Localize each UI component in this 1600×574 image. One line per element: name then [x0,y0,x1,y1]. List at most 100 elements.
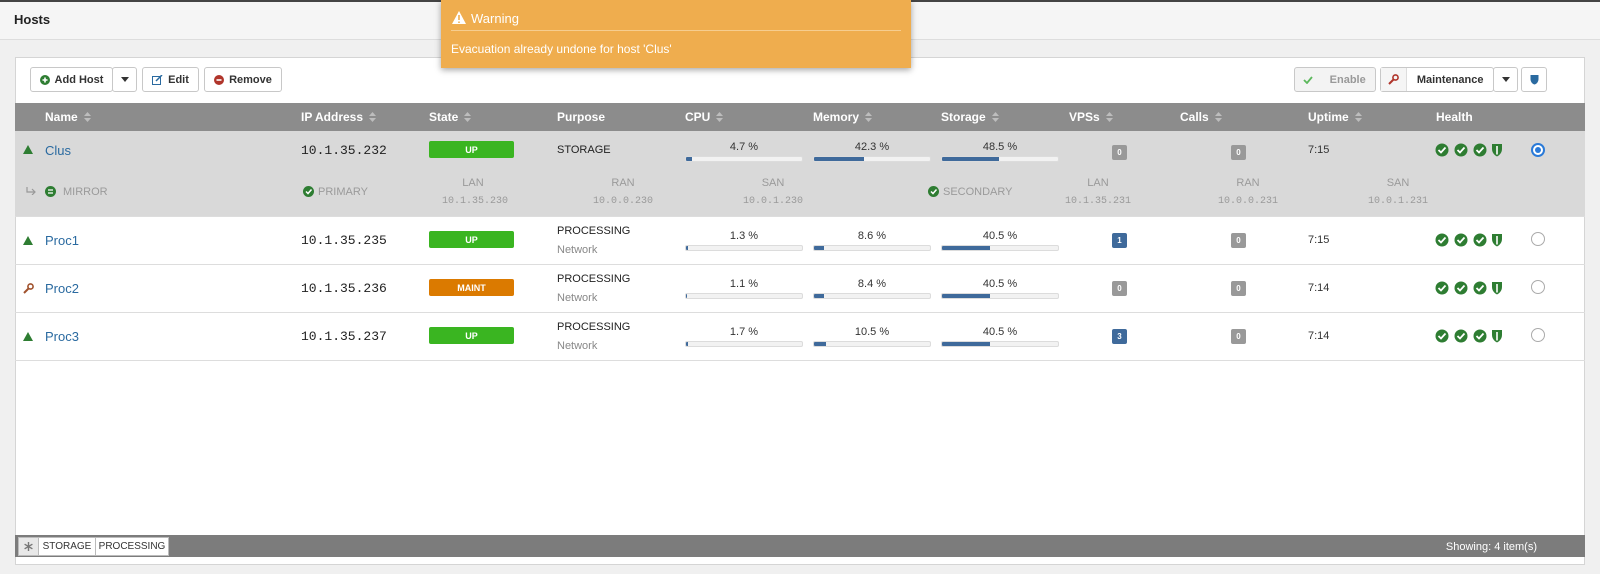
health-status [1435,143,1502,157]
table-row[interactable]: Proc2 10.1.35.236 MAINT PROCESSING Network 1.… [15,265,1585,313]
edit-button[interactable]: Edit [142,67,199,92]
table-row[interactable]: Proc3 10.1.35.237 UP PROCESSING Network 1.7 %… [15,313,1585,361]
column-title: Health [1436,110,1473,124]
storage-fill [942,294,990,298]
column-title: Calls [1180,110,1209,124]
storage-bar [941,156,1059,162]
memory-bar [813,341,931,347]
mirror-row: MIRROR PRIMARY LAN 10.1.35.230 RAN 10.0.… [15,168,1585,217]
state-badge: UP [429,327,514,344]
column-title: Purpose [557,110,606,124]
wrench-icon [1388,74,1400,85]
state-badge: UP [429,231,514,248]
storage-fill [942,246,990,250]
remove-label: Remove [229,73,272,86]
filter-all[interactable] [18,537,39,556]
up-icon [23,145,33,154]
host-name[interactable]: Proc2 [45,281,79,296]
host-name[interactable]: Proc1 [45,233,79,248]
toast-title: Warning [471,11,519,26]
return-icon [26,187,36,195]
ip-address: 10.1.35.236 [301,281,387,296]
column-header[interactable]: Uptime [1308,110,1362,124]
purpose: PROCESSING [557,321,631,333]
health-icons [1435,233,1503,250]
purpose: PROCESSING [557,273,631,285]
sort-icon [1354,112,1362,122]
filter-button[interactable]: PROCESSING [95,537,169,556]
ip-address: 10.1.35.237 [301,329,387,344]
column-title: Memory [813,110,860,124]
cpu-fill [686,246,688,250]
calls-count: 0 [1231,145,1246,160]
column-header: Health [1436,110,1473,124]
row-radio[interactable] [1531,143,1545,157]
minus-icon [214,74,225,85]
maintenance-icon [23,283,34,294]
vps-count: 0 [1112,145,1127,160]
cpu-label: 1.3 % [729,230,759,242]
primary-label: PRIMARY [318,186,368,198]
column-title: CPU [685,110,711,124]
host-name[interactable]: Proc3 [45,329,79,344]
cpu-label: 1.7 % [729,326,759,338]
sort-icon [865,112,873,122]
column-header[interactable]: State [429,110,472,124]
enable-button[interactable]: Enable [1294,67,1376,92]
column-header[interactable]: Memory [813,110,873,124]
column-header: Purpose [557,110,605,124]
check-icon-box [1295,75,1320,84]
add-host-button[interactable]: Add Host [30,67,113,92]
lan-label: LAN [1087,177,1109,189]
page-title: Hosts [14,12,51,27]
column-header[interactable]: Calls [1180,110,1222,124]
secondary-label: SECONDARY [943,186,1013,198]
column-title: Name [45,110,78,124]
maintenance-button[interactable]: Maintenance [1380,67,1494,92]
enable-label: Enable [1329,73,1366,86]
toast-message: Evacuation already undone for host 'Clus… [451,42,672,56]
purpose-detail: Network [557,340,598,352]
add-host-dropdown[interactable] [112,67,137,92]
ok-icon [303,186,314,197]
storage-label: 40.5 % [982,326,1018,338]
row-radio[interactable] [1531,280,1545,294]
state-badge: MAINT [429,279,514,296]
host-name[interactable]: Clus [45,143,72,158]
health-icons [1435,143,1503,160]
uptime: 7:14 [1308,330,1330,342]
ok-icon [928,186,939,197]
row-radio[interactable] [1531,232,1545,246]
maintenance-dropdown[interactable] [1493,67,1518,92]
warning-icon [452,11,466,24]
shield-button[interactable] [1521,67,1547,92]
cpu-bar [685,341,803,347]
filter-button[interactable]: STORAGE [38,537,96,556]
up-icon [23,332,33,341]
calls-count: 0 [1231,281,1246,296]
column-title: Uptime [1308,110,1349,124]
table-row[interactable]: Clus 10.1.35.232 UP STORAGE 4.7 % 42.3 %… [15,131,1585,168]
column-header[interactable]: Name [45,110,91,124]
column-header[interactable]: VPSs [1069,110,1113,124]
column-header[interactable]: CPU [685,110,724,124]
ip-address: 10.1.35.232 [301,143,387,158]
warning-toast: Warning Evacuation already undone for ho… [441,0,911,68]
check-icon [1303,75,1313,84]
column-header[interactable]: IP Address [301,110,377,124]
edit-label: Edit [168,73,189,86]
purpose-detail: Network [557,292,598,304]
memory-bar [813,156,931,162]
mirror-icon [45,186,56,197]
column-header[interactable]: Storage [941,110,999,124]
memory-label: 8.4 % [857,278,887,290]
row-radio[interactable] [1531,328,1545,342]
sort-icon [716,112,724,122]
footer [15,535,1585,557]
storage-label: 40.5 % [982,230,1018,242]
remove-button[interactable]: Remove [204,67,282,92]
storage-bar [941,341,1059,347]
table-row[interactable]: Proc1 10.1.35.235 UP PROCESSING Network 1.3 %… [15,217,1585,265]
column-title: Storage [941,110,986,124]
